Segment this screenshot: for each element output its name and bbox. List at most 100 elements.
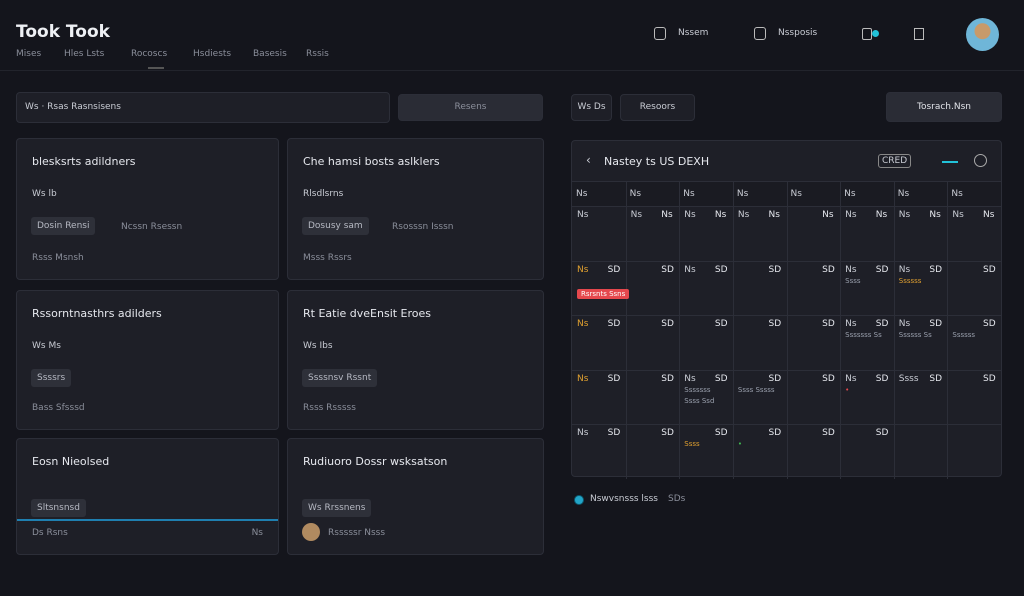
cell-date: Ns [875,210,888,220]
card-title: Eosn Nieolsed [32,455,110,468]
card-tag: Dosin Rensi [31,217,96,235]
cell-day: Ns [577,319,589,329]
cell-day: Ns [898,319,911,329]
action-label[interactable]: Nssposis [778,28,818,38]
button-label[interactable]: Resens [454,102,487,112]
row-line [572,206,1001,207]
task-card[interactable]: Rudiuoro Dossr wsksatson Ws Rrssnens Rssss… [287,438,544,555]
calendar-event[interactable]: Sssssss Ss [845,331,882,339]
calendar-event[interactable]: Ssss [684,440,700,448]
cell-date: SD [983,373,996,384]
primary-button[interactable]: Tosrach.Nsn [886,92,1002,122]
task-card[interactable]: Rt Eatie dveEnsit Eroes Ws Ibs Ssssnsv Rss… [287,290,544,430]
cell-day: Ssss [898,373,919,384]
calendar-badge[interactable]: CRED [878,154,912,168]
calendar-event[interactable]: Ssssss Ss [898,331,932,339]
cell-day: Ns [684,264,696,275]
cell-date: SD [875,428,889,438]
task-card[interactable]: Eosn Nieolsed Sltsnsnsd Ds Rsns Ns [16,438,279,555]
card-meta: Ws Ms [32,341,61,351]
primary-label[interactable]: Tosrach.Nsn [916,102,972,112]
card-tag: Ssssnsv Rssnt [302,369,378,387]
cell-day: Ns [898,264,911,275]
task-card[interactable]: Che hamsi bosts aslklers Rlsdlsrns Dosusy … [287,138,544,280]
cell-day: Ns [577,373,589,384]
row-line [572,315,1001,316]
calendar-event[interactable]: Ssss Sssss [737,385,775,394]
column-line [840,181,842,479]
card-tag: Dosusy sam [302,217,369,235]
card-note: Ncssn Rsessn [121,222,183,232]
card-tag: Sltsnsnsd [31,499,86,517]
cell-date: SD [768,373,782,384]
card-title: blesksrts adildners [32,155,136,168]
header-divider [0,70,1024,71]
calendar-event[interactable]: Rsrsnts Ssns [577,288,630,299]
card-title: Rt Eatie dveEnsit Eroes [303,307,432,320]
task-card[interactable]: Rssorntnasthrs adilders Ws Ms Ssssrs Bass S… [16,290,279,430]
column-line [947,181,949,479]
calendar: ‹ Nastey ts US DEXH CRED Ns Ns Ns Ns Ns Ns Ns Ns Ns… [571,140,1002,479]
calendar-event[interactable]: • [845,385,850,394]
row-line [572,260,1001,262]
nav-tab[interactable]: Hles Lsts [64,49,105,59]
settings-icon[interactable] [914,28,924,40]
filter-label[interactable]: Ws Ds [577,102,606,112]
prev-arrow[interactable]: ‹ [586,153,591,167]
cell-date: SD [607,428,621,438]
calendar-event[interactable]: Ssss Ssd [684,396,715,405]
row-line [572,369,1001,371]
card-footer: Bass Sfsssd [32,403,85,413]
cell-date: SD [661,264,674,275]
cell-date: SD [768,428,782,438]
next-icon[interactable] [974,154,987,167]
calendar-title: Nastey ts US DEXH [604,155,710,168]
cell-date: SD [875,373,889,384]
card-footer: Rsssssr Nsss [328,528,386,538]
card-tag: Ssssrs [31,369,72,387]
status-icon[interactable] [862,28,872,40]
cell-date: SD [983,319,996,329]
nav-tab[interactable]: Basesis [253,49,287,59]
task-card[interactable]: blesksrts adildners Ws lb Dosin Rensi Ncssn… [16,138,279,280]
calendar-event[interactable]: Sssssss [684,385,711,394]
cell-date: Ns [714,210,727,220]
calendar-event[interactable]: Ssssss [952,331,976,339]
search-input[interactable]: Ws · Rsas Rasnsisens [16,92,390,123]
action-icon[interactable] [754,27,766,40]
card-footer-right: Ns [251,528,263,538]
cell-date: SD [661,319,674,329]
calendar-event[interactable]: Ssssss [898,276,922,285]
cell-day: Ns [898,210,911,220]
nav-tab[interactable]: Hsdiests [193,49,232,59]
app-title: Took Took [16,22,110,42]
action-icon[interactable] [654,27,666,40]
search-text: Ws · Rsas Rasnsisens [25,102,121,112]
filter-button[interactable]: Resoors [620,94,695,121]
filter-label[interactable]: Resoors [639,102,676,112]
action-label[interactable]: Nssem [678,28,709,38]
calendar-event[interactable]: Ssss [845,276,861,285]
day-header: Ns [790,189,802,199]
calendar-event[interactable]: • [737,440,743,448]
cell-date: SD [929,264,943,275]
cell-day: Ns [577,210,589,220]
cell-date: SD [661,373,674,384]
filter-button[interactable]: Ws Ds [571,94,612,121]
cell-date: SD [607,319,621,329]
search-button[interactable]: Resens [398,94,543,121]
nav-tab[interactable]: Mises [16,49,42,59]
cell-date: SD [607,373,621,384]
cell-day: Ns [684,210,696,220]
nav-tab[interactable]: Rssis [306,49,329,59]
card-meta: Ws lb [32,189,57,199]
cell-day: Ns [845,210,857,220]
day-header: Ns [736,189,749,199]
nav-tab[interactable]: Rocoscs [131,49,168,59]
column-line [893,181,895,479]
avatar[interactable] [966,18,999,51]
day-header: Ns [683,189,695,199]
column-line [786,181,788,479]
card-tag: Ws Rrssnens [302,499,372,517]
